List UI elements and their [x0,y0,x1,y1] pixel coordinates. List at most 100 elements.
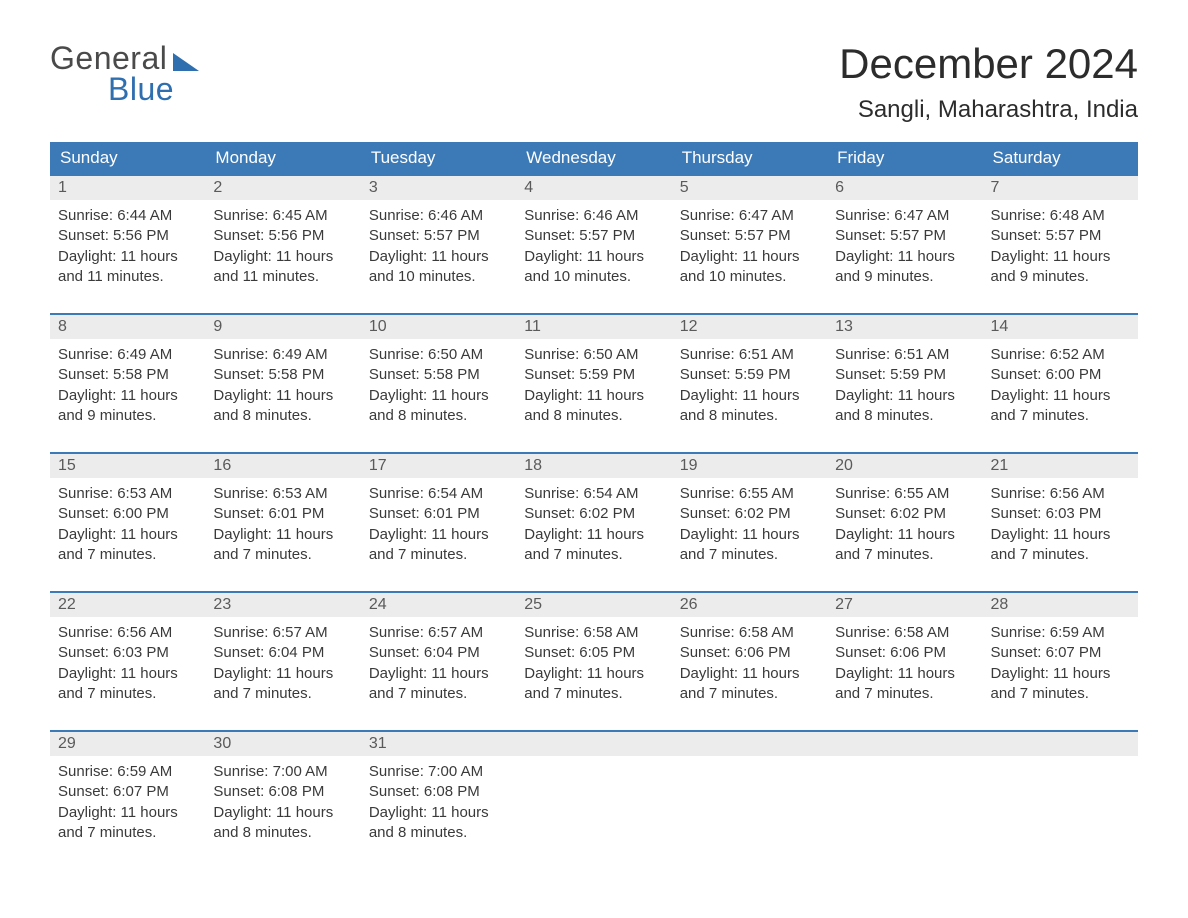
day-details: Sunrise: 6:46 AMSunset: 5:57 PMDaylight:… [361,200,516,313]
calendar-week-row: 8Sunrise: 6:49 AMSunset: 5:58 PMDaylight… [50,314,1138,453]
sunset-line: Sunset: 6:08 PM [369,782,508,802]
day-details: Sunrise: 6:47 AMSunset: 5:57 PMDaylight:… [672,200,827,313]
sunrise-line: Sunrise: 6:57 AM [213,623,352,643]
daylight-line: Daylight: 11 hours and 7 minutes. [991,525,1130,566]
day-number: 10 [361,315,516,339]
sunrise-line: Sunrise: 6:49 AM [58,345,197,365]
day-of-week-header: Tuesday [361,142,516,175]
day-number: 24 [361,593,516,617]
day-details: Sunrise: 6:54 AMSunset: 6:01 PMDaylight:… [361,478,516,591]
empty-day-number [983,732,1138,756]
sunrise-line: Sunrise: 6:58 AM [680,623,819,643]
sunset-line: Sunset: 5:59 PM [524,365,663,385]
calendar-day-cell: 25Sunrise: 6:58 AMSunset: 6:05 PMDayligh… [516,592,671,731]
day-of-week-header: Monday [205,142,360,175]
daylight-line: Daylight: 11 hours and 7 minutes. [369,664,508,705]
day-details: Sunrise: 6:58 AMSunset: 6:06 PMDaylight:… [827,617,982,730]
day-details: Sunrise: 7:00 AMSunset: 6:08 PMDaylight:… [205,756,360,869]
day-of-week-header: Sunday [50,142,205,175]
sunset-line: Sunset: 6:02 PM [835,504,974,524]
day-details: Sunrise: 6:53 AMSunset: 6:01 PMDaylight:… [205,478,360,591]
day-number: 29 [50,732,205,756]
day-details: Sunrise: 6:44 AMSunset: 5:56 PMDaylight:… [50,200,205,313]
calendar-day-cell: 23Sunrise: 6:57 AMSunset: 6:04 PMDayligh… [205,592,360,731]
daylight-line: Daylight: 11 hours and 7 minutes. [991,664,1130,705]
daylight-line: Daylight: 11 hours and 7 minutes. [58,803,197,844]
sunset-line: Sunset: 5:58 PM [213,365,352,385]
day-details: Sunrise: 6:51 AMSunset: 5:59 PMDaylight:… [827,339,982,452]
daylight-line: Daylight: 11 hours and 7 minutes. [680,664,819,705]
day-details: Sunrise: 6:49 AMSunset: 5:58 PMDaylight:… [205,339,360,452]
calendar-day-cell: 1Sunrise: 6:44 AMSunset: 5:56 PMDaylight… [50,175,205,314]
sunset-line: Sunset: 5:57 PM [835,226,974,246]
daylight-line: Daylight: 11 hours and 8 minutes. [524,386,663,427]
day-details: Sunrise: 6:50 AMSunset: 5:59 PMDaylight:… [516,339,671,452]
calendar-day-cell: 13Sunrise: 6:51 AMSunset: 5:59 PMDayligh… [827,314,982,453]
sunset-line: Sunset: 5:59 PM [680,365,819,385]
calendar-day-cell: 14Sunrise: 6:52 AMSunset: 6:00 PMDayligh… [983,314,1138,453]
daylight-line: Daylight: 11 hours and 7 minutes. [213,525,352,566]
sunrise-line: Sunrise: 7:00 AM [369,762,508,782]
day-of-week-header: Friday [827,142,982,175]
day-number: 21 [983,454,1138,478]
day-number: 19 [672,454,827,478]
sunset-line: Sunset: 6:03 PM [58,643,197,663]
sunset-line: Sunset: 6:05 PM [524,643,663,663]
sunset-line: Sunset: 6:08 PM [213,782,352,802]
day-details: Sunrise: 7:00 AMSunset: 6:08 PMDaylight:… [361,756,516,869]
sunset-line: Sunset: 6:03 PM [991,504,1130,524]
calendar-day-cell: 27Sunrise: 6:58 AMSunset: 6:06 PMDayligh… [827,592,982,731]
calendar-day-cell: 24Sunrise: 6:57 AMSunset: 6:04 PMDayligh… [361,592,516,731]
daylight-line: Daylight: 11 hours and 7 minutes. [524,525,663,566]
daylight-line: Daylight: 11 hours and 8 minutes. [213,803,352,844]
sunrise-line: Sunrise: 6:47 AM [835,206,974,226]
sunset-line: Sunset: 6:01 PM [213,504,352,524]
sunset-line: Sunset: 6:02 PM [680,504,819,524]
sunset-line: Sunset: 6:04 PM [213,643,352,663]
calendar-empty-cell [516,731,671,869]
calendar-day-cell: 22Sunrise: 6:56 AMSunset: 6:03 PMDayligh… [50,592,205,731]
day-of-week-row: SundayMondayTuesdayWednesdayThursdayFrid… [50,142,1138,175]
daylight-line: Daylight: 11 hours and 7 minutes. [680,525,819,566]
calendar-table: SundayMondayTuesdayWednesdayThursdayFrid… [50,142,1138,869]
sunrise-line: Sunrise: 6:48 AM [991,206,1130,226]
calendar-day-cell: 8Sunrise: 6:49 AMSunset: 5:58 PMDaylight… [50,314,205,453]
day-details: Sunrise: 6:58 AMSunset: 6:06 PMDaylight:… [672,617,827,730]
calendar-day-cell: 10Sunrise: 6:50 AMSunset: 5:58 PMDayligh… [361,314,516,453]
day-number: 25 [516,593,671,617]
calendar-week-row: 29Sunrise: 6:59 AMSunset: 6:07 PMDayligh… [50,731,1138,869]
day-number: 11 [516,315,671,339]
calendar-day-cell: 30Sunrise: 7:00 AMSunset: 6:08 PMDayligh… [205,731,360,869]
sunset-line: Sunset: 5:56 PM [58,226,197,246]
empty-day-body [672,756,827,836]
empty-day-body [516,756,671,836]
day-details: Sunrise: 6:55 AMSunset: 6:02 PMDaylight:… [672,478,827,591]
sunrise-line: Sunrise: 6:58 AM [524,623,663,643]
daylight-line: Daylight: 11 hours and 8 minutes. [369,803,508,844]
calendar-day-cell: 9Sunrise: 6:49 AMSunset: 5:58 PMDaylight… [205,314,360,453]
day-details: Sunrise: 6:50 AMSunset: 5:58 PMDaylight:… [361,339,516,452]
daylight-line: Daylight: 11 hours and 7 minutes. [991,386,1130,427]
calendar-day-cell: 4Sunrise: 6:46 AMSunset: 5:57 PMDaylight… [516,175,671,314]
day-of-week-header: Saturday [983,142,1138,175]
daylight-line: Daylight: 11 hours and 9 minutes. [991,247,1130,288]
calendar-day-cell: 5Sunrise: 6:47 AMSunset: 5:57 PMDaylight… [672,175,827,314]
day-number: 31 [361,732,516,756]
day-details: Sunrise: 6:55 AMSunset: 6:02 PMDaylight:… [827,478,982,591]
day-of-week-header: Wednesday [516,142,671,175]
sunset-line: Sunset: 6:06 PM [680,643,819,663]
day-number: 1 [50,176,205,200]
day-details: Sunrise: 6:47 AMSunset: 5:57 PMDaylight:… [827,200,982,313]
empty-day-number [827,732,982,756]
sunrise-line: Sunrise: 6:47 AM [680,206,819,226]
day-number: 16 [205,454,360,478]
calendar-day-cell: 19Sunrise: 6:55 AMSunset: 6:02 PMDayligh… [672,453,827,592]
day-number: 14 [983,315,1138,339]
day-details: Sunrise: 6:57 AMSunset: 6:04 PMDaylight:… [205,617,360,730]
daylight-line: Daylight: 11 hours and 8 minutes. [835,386,974,427]
sunrise-line: Sunrise: 6:59 AM [991,623,1130,643]
calendar-day-cell: 6Sunrise: 6:47 AMSunset: 5:57 PMDaylight… [827,175,982,314]
sunset-line: Sunset: 6:00 PM [58,504,197,524]
brand-logo: General Blue [50,40,199,108]
day-number: 6 [827,176,982,200]
